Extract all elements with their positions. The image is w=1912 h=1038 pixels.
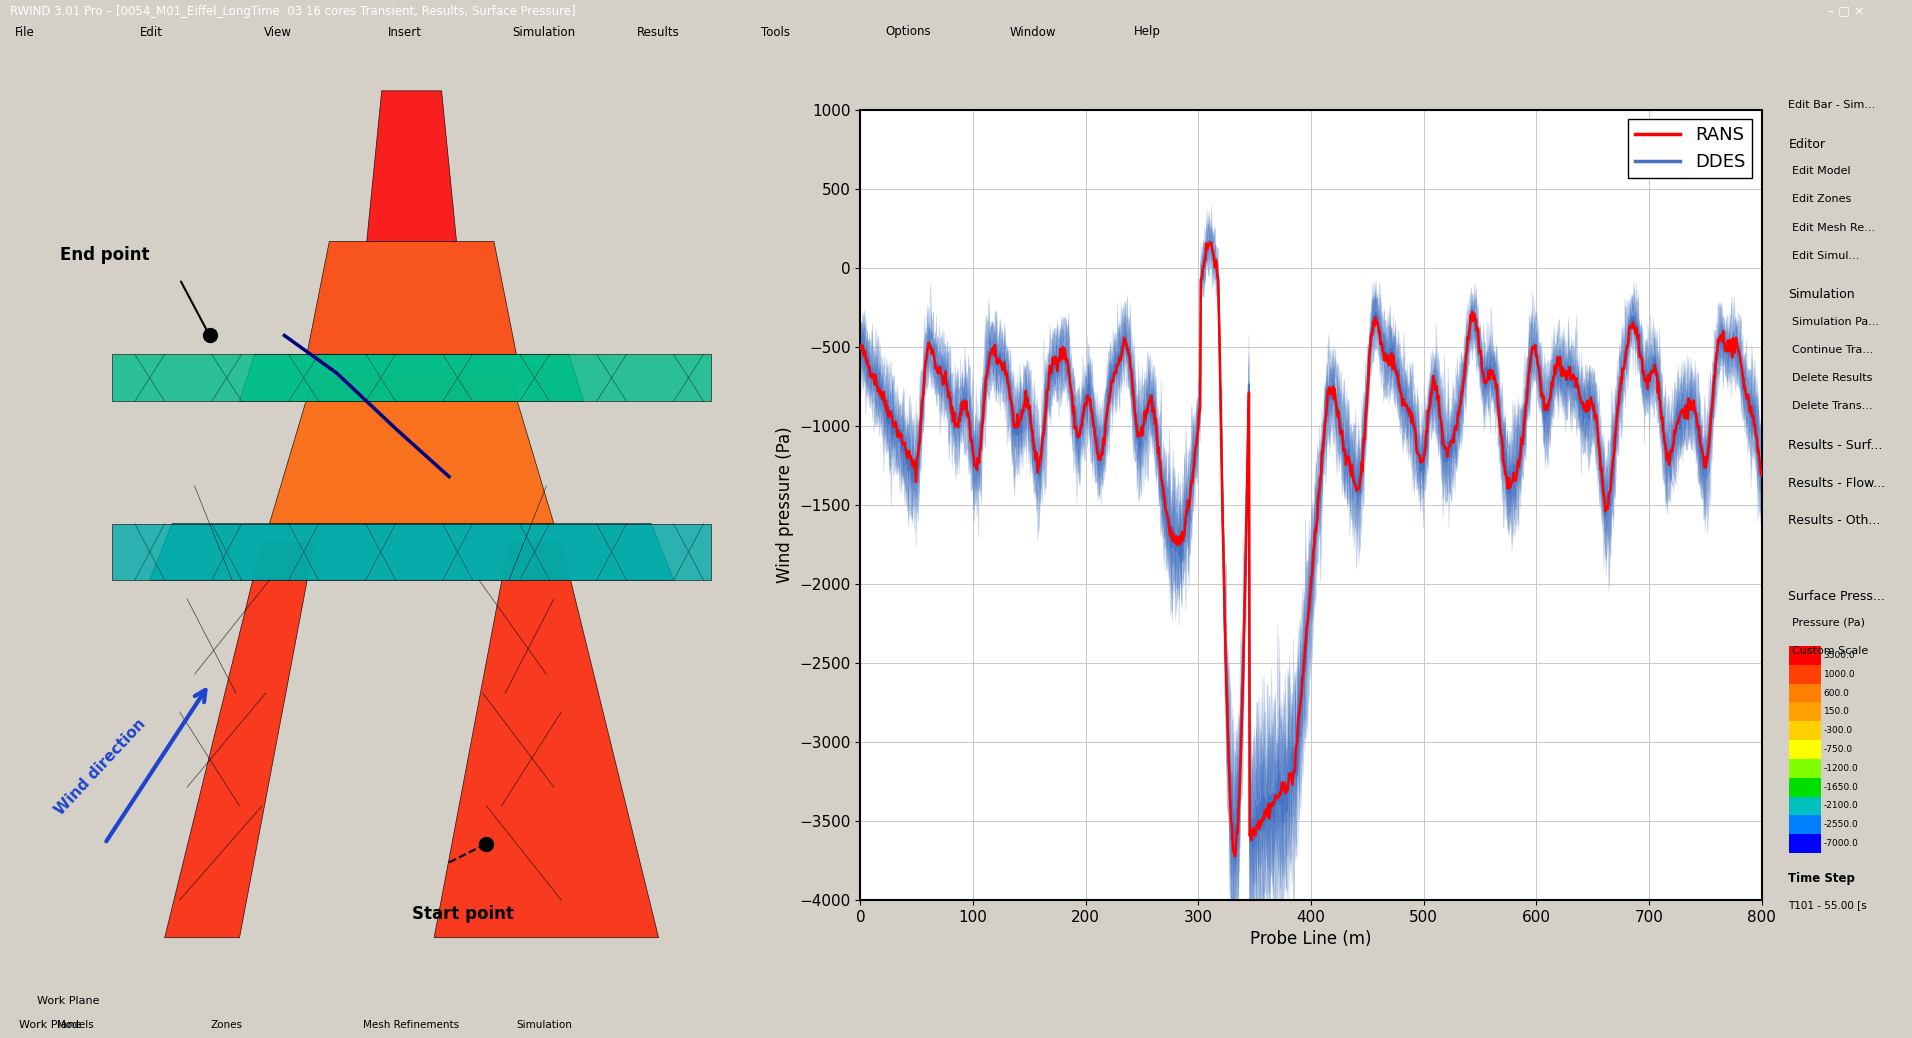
Text: Custom Scale: Custom Scale [1792, 646, 1868, 656]
Text: Tools: Tools [761, 26, 790, 38]
Text: Results - Flow...: Results - Flow... [1788, 476, 1885, 490]
Text: Time Step: Time Step [1788, 872, 1855, 884]
Text: Start point: Start point [411, 905, 514, 923]
Text: Continue Tra...: Continue Tra... [1792, 345, 1874, 355]
Text: Help: Help [1134, 26, 1161, 38]
Polygon shape [270, 373, 554, 524]
Text: Simulation Pa...: Simulation Pa... [1792, 317, 1879, 327]
Text: Insert: Insert [388, 26, 423, 38]
Bar [1788, 816, 1820, 835]
Text: Edit: Edit [140, 26, 163, 38]
Bar [1788, 796, 1820, 816]
Text: Wind direction: Wind direction [52, 716, 149, 818]
Text: End point: End point [59, 246, 149, 265]
Text: Results - Oth...: Results - Oth... [1788, 514, 1881, 527]
Polygon shape [306, 242, 516, 354]
Text: 3500.0: 3500.0 [1824, 651, 1855, 660]
Bar [113, 524, 711, 580]
Y-axis label: Wind pressure (Pa): Wind pressure (Pa) [776, 427, 793, 583]
Text: Delete Trans...: Delete Trans... [1792, 402, 1874, 411]
Text: File: File [15, 26, 34, 38]
Text: -300.0: -300.0 [1824, 727, 1853, 735]
Text: -7000.0: -7000.0 [1824, 839, 1858, 848]
Polygon shape [434, 543, 658, 937]
Text: View: View [264, 26, 293, 38]
Text: Delete Results: Delete Results [1792, 373, 1872, 383]
Text: Results - Surf...: Results - Surf... [1788, 439, 1883, 452]
Bar [1788, 721, 1820, 740]
Bar [1788, 684, 1820, 703]
Text: Simulation: Simulation [1788, 289, 1855, 301]
Text: Results: Results [637, 26, 679, 38]
Text: Work Plane: Work Plane [38, 995, 99, 1006]
Text: -1200.0: -1200.0 [1824, 764, 1858, 773]
Text: 600.0: 600.0 [1824, 688, 1849, 698]
Bar [1788, 664, 1820, 684]
Text: Simulation: Simulation [512, 26, 576, 38]
Text: -2100.0: -2100.0 [1824, 801, 1858, 811]
Text: 150.0: 150.0 [1824, 707, 1849, 716]
Bar [1788, 646, 1820, 664]
Text: -1650.0: -1650.0 [1824, 783, 1858, 792]
Text: Edit Model: Edit Model [1792, 166, 1851, 176]
Text: Work Plane: Work Plane [19, 1020, 82, 1031]
Polygon shape [367, 90, 457, 242]
Text: Edit Mesh Re...: Edit Mesh Re... [1792, 222, 1876, 233]
Polygon shape [164, 543, 314, 937]
Text: Options: Options [885, 26, 931, 38]
Text: -2550.0: -2550.0 [1824, 820, 1858, 829]
Text: Pressure (Pa): Pressure (Pa) [1792, 618, 1866, 628]
Bar [1788, 835, 1820, 853]
Text: -750.0: -750.0 [1824, 745, 1853, 754]
Text: Surface Press...: Surface Press... [1788, 590, 1885, 602]
Text: Simulation: Simulation [516, 1020, 572, 1031]
Bar [1788, 740, 1820, 759]
Text: RWIND 3.01 Pro – [0054_M01_Eiffel_LongTime  03 16 cores Transient, Results, Surf: RWIND 3.01 Pro – [0054_M01_Eiffel_LongTi… [10, 4, 576, 18]
Text: Window: Window [1010, 26, 1055, 38]
Text: Models: Models [57, 1020, 94, 1031]
Text: Editor: Editor [1788, 138, 1826, 151]
Text: 1000.0: 1000.0 [1824, 670, 1855, 679]
Text: Edit Simul...: Edit Simul... [1792, 251, 1860, 261]
Polygon shape [239, 354, 583, 402]
Bar [1788, 777, 1820, 796]
Text: Edit Bar - Sim...: Edit Bar - Sim... [1788, 101, 1876, 110]
Text: Edit Zones: Edit Zones [1792, 194, 1851, 204]
Text: Zones: Zones [210, 1020, 243, 1031]
Bar [113, 354, 711, 402]
Text: T101 - 55.00 [s: T101 - 55.00 [s [1788, 900, 1868, 910]
Text: – □ ×: – □ × [1828, 4, 1864, 18]
X-axis label: Probe Line (m): Probe Line (m) [1250, 930, 1371, 949]
Text: Mesh Refinements: Mesh Refinements [363, 1020, 459, 1031]
Bar [1788, 703, 1820, 721]
Legend: RANS, DDES: RANS, DDES [1629, 118, 1753, 179]
Bar [1788, 759, 1820, 777]
Polygon shape [149, 524, 673, 580]
